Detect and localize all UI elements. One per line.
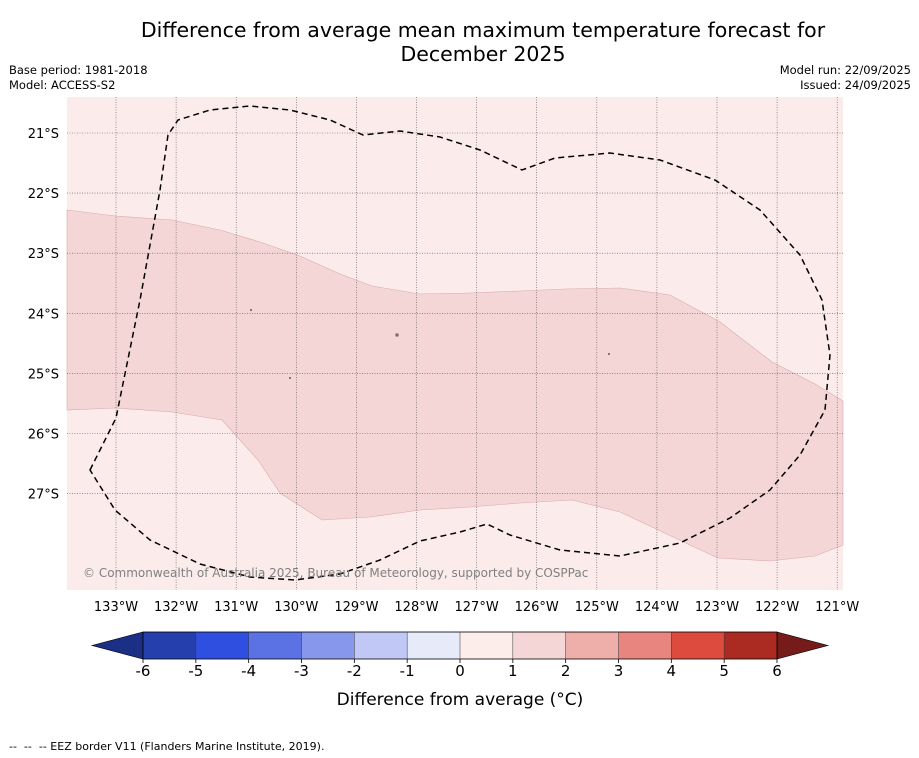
colorbar-tick-label: 2: [561, 662, 571, 680]
lat-tick-label: 26°S: [28, 428, 59, 443]
colorbar-segment: [143, 632, 196, 659]
lon-tick-label: 128°W: [394, 600, 438, 615]
colorbar-tick-label: 5: [719, 662, 729, 680]
island-marker: [608, 353, 610, 355]
colorbar-segment: [248, 632, 302, 659]
island-marker: [395, 333, 399, 337]
island-marker: [289, 377, 291, 379]
lon-tick-label: 122°W: [755, 600, 799, 615]
lat-tick-label: 23°S: [28, 247, 59, 262]
map-title: Difference from average mean maximum tem…: [0, 18, 919, 66]
eez-legend-note: -- -- -- EEZ border V11 (Flanders Marine…: [9, 740, 325, 753]
forecast-info: Base period: 1981-2018 Model: ACCESS-S2: [9, 63, 148, 93]
colorbar-segment: [301, 632, 355, 659]
colorbar-segment: [407, 632, 460, 659]
axis-labels: 21°S 22°S 23°S 24°S 25°S 26°S 27°S 133°W 132°W 13…: [28, 127, 860, 615]
lat-tick-label: 21°S: [28, 127, 59, 142]
lon-tick-label: 124°W: [635, 600, 679, 615]
lat-tick-label: 27°S: [28, 488, 59, 503]
colorbar: -6 -5 -4 -3 -2 -1 0 1 2 3 4 5 6: [90, 631, 830, 680]
colorbar-tick-label: -2: [347, 662, 362, 680]
colorbar-segment: [354, 632, 408, 659]
lon-tick-label: 130°W: [274, 600, 318, 615]
colorbar-tick-label: -4: [241, 662, 256, 680]
eez-border: [89, 105, 831, 581]
title-line-1: Difference from average mean maximum tem…: [140, 18, 826, 42]
graticule: [67, 97, 843, 590]
map-panel: © Commonwealth of Australia 2025, Bureau…: [66, 97, 844, 590]
colorbar-tick-label: 0: [455, 662, 465, 680]
lon-tick-label: 127°W: [455, 600, 499, 615]
colorbar-segment: [460, 632, 513, 659]
lon-tick-label: 126°W: [515, 600, 559, 615]
lat-tick-label: 24°S: [28, 307, 59, 322]
anomaly-band-region: [66, 209, 844, 562]
colorbar-tick-label: 4: [667, 662, 677, 680]
lon-tick-label: 132°W: [154, 600, 198, 615]
title-line-2: December 2025: [400, 42, 566, 66]
colorbar-tick-label: 1: [508, 662, 518, 680]
colorbar-label: Difference from average (°C): [337, 690, 584, 710]
run-info: Model run: 22/09/2025 Issued: 24/09/2025: [780, 63, 911, 93]
colorbar-tick-label: -6: [136, 662, 151, 680]
issued-date: Issued: 24/09/2025: [800, 78, 911, 92]
lon-tick-label: 131°W: [214, 600, 258, 615]
colorbar-segment: [195, 632, 249, 659]
colorbar-segment: [618, 632, 672, 659]
colorbar-tick-label: -3: [294, 662, 309, 680]
colorbar-tick-label: -5: [188, 662, 203, 680]
lon-tick-label: 121°W: [815, 600, 859, 615]
lon-tick-label: 129°W: [334, 600, 378, 615]
lon-tick-label: 125°W: [575, 600, 619, 615]
colorbar-tick-label: 3: [614, 662, 624, 680]
colorbar-under-arrow: [90, 631, 144, 660]
lat-tick-label: 22°S: [28, 187, 59, 202]
colorbar-segment: [671, 632, 725, 659]
lat-tick-label: 25°S: [28, 367, 59, 382]
colorbar-tick-label: 6: [772, 662, 782, 680]
colorbar-segment: [724, 632, 777, 659]
colorbar-over-arrow: [776, 631, 830, 660]
lon-tick-label: 133°W: [94, 600, 138, 615]
island-marker: [250, 309, 252, 311]
model-run-date: Model run: 22/09/2025: [779, 63, 911, 77]
colorbar-segment: [512, 632, 566, 659]
colorbar-segment: [565, 632, 619, 659]
copyright-notice: © Commonwealth of Australia 2025, Bureau…: [83, 566, 588, 580]
base-period: Base period: 1981-2018: [9, 63, 148, 77]
model-name: Model: ACCESS-S2: [9, 78, 116, 92]
lon-tick-label: 123°W: [695, 600, 739, 615]
colorbar-tick-label: -1: [400, 662, 415, 680]
